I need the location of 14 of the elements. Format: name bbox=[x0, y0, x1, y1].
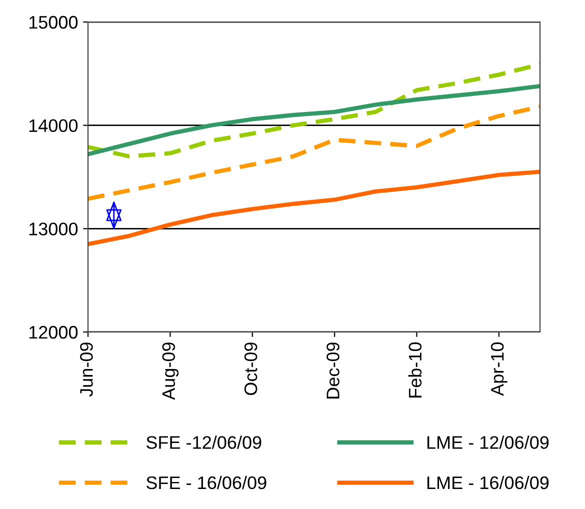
legend-label: SFE - 16/06/09 bbox=[146, 476, 266, 490]
x-tick-label: Feb-10 bbox=[408, 342, 422, 398]
x-tick-label: Dec-09 bbox=[326, 342, 340, 398]
x-tick-label: Apr-10 bbox=[490, 342, 508, 396]
y-tick-label: 13000 bbox=[29, 222, 78, 236]
y-tick-label: 15000 bbox=[29, 16, 78, 29]
x-tick-label: Oct-09 bbox=[244, 342, 258, 396]
legend-label: SFE -12/06/09 bbox=[146, 436, 262, 449]
legend-label: LME - 16/06/09 bbox=[427, 476, 549, 490]
y-tick-label: 12000 bbox=[29, 326, 78, 339]
y-tick-label: 14000 bbox=[29, 119, 78, 132]
x-tick-label: Aug-09 bbox=[162, 342, 179, 400]
legend-label: LME - 12/06/09 bbox=[427, 436, 549, 449]
x-tick-label: Jun-09 bbox=[80, 342, 93, 397]
